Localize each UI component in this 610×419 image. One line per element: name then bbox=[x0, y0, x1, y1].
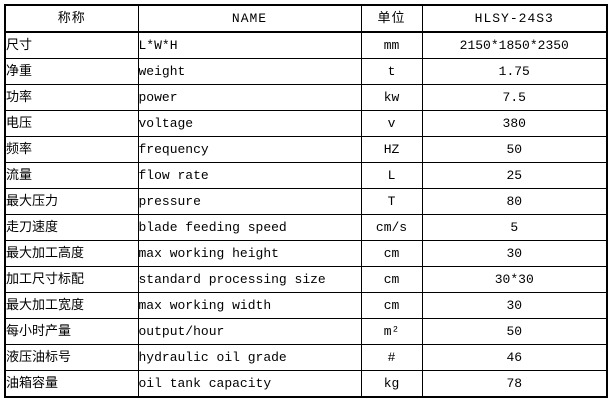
cell-value: 380 bbox=[421, 110, 608, 137]
cell-english-name: output/hour bbox=[137, 318, 362, 345]
cell-chinese-name: 液压油标号 bbox=[4, 344, 139, 371]
table-row: 加工尺寸标配 standard processing size cm 30*30 bbox=[4, 266, 608, 293]
table-row: 最大加工宽度 max working width cm 30 bbox=[4, 292, 608, 319]
cell-chinese-name: 每小时产量 bbox=[4, 318, 139, 345]
table-row: 走刀速度 blade feeding speed cm/s 5 bbox=[4, 214, 608, 241]
table-row: 功率 power kw 7.5 bbox=[4, 84, 608, 111]
cell-chinese-name: 净重 bbox=[4, 58, 139, 85]
cell-value: 80 bbox=[421, 188, 608, 215]
cell-unit: cm bbox=[360, 266, 423, 293]
cell-value: 50 bbox=[421, 318, 608, 345]
cell-value: 30 bbox=[421, 240, 608, 267]
table-row: 油箱容量 oil tank capacity kg 78 bbox=[4, 370, 608, 398]
cell-chinese-name: 走刀速度 bbox=[4, 214, 139, 241]
cell-unit: cm bbox=[360, 292, 423, 319]
cell-value: 25 bbox=[421, 162, 608, 189]
cell-english-name: flow rate bbox=[137, 162, 362, 189]
table-header-row: 称称 NAME 单位 HLSY-24S3 bbox=[4, 4, 608, 33]
cell-unit: t bbox=[360, 58, 423, 85]
cell-unit: # bbox=[360, 344, 423, 371]
cell-chinese-name: 功率 bbox=[4, 84, 139, 111]
cell-chinese-name: 最大压力 bbox=[4, 188, 139, 215]
cell-chinese-name: 最大加工宽度 bbox=[4, 292, 139, 319]
table-row: 流量 flow rate L 25 bbox=[4, 162, 608, 189]
cell-english-name: oil tank capacity bbox=[137, 370, 362, 398]
cell-english-name: standard processing size bbox=[137, 266, 362, 293]
cell-value: 30*30 bbox=[421, 266, 608, 293]
cell-english-name: weight bbox=[137, 58, 362, 85]
cell-chinese-name: 加工尺寸标配 bbox=[4, 266, 139, 293]
cell-value: 1.75 bbox=[421, 58, 608, 85]
specification-table: 称称 NAME 单位 HLSY-24S3 尺寸 L*W*H mm 2150*18… bbox=[4, 4, 608, 398]
table-row: 每小时产量 output/hour m² 50 bbox=[4, 318, 608, 345]
cell-unit: L bbox=[360, 162, 423, 189]
cell-english-name: power bbox=[137, 84, 362, 111]
cell-unit: cm/s bbox=[360, 214, 423, 241]
cell-value: 7.5 bbox=[421, 84, 608, 111]
cell-chinese-name: 尺寸 bbox=[4, 31, 139, 59]
cell-english-name: blade feeding speed bbox=[137, 214, 362, 241]
cell-unit: kw bbox=[360, 84, 423, 111]
cell-english-name: max working width bbox=[137, 292, 362, 319]
cell-unit: mm bbox=[360, 31, 423, 59]
table-body: 尺寸 L*W*H mm 2150*1850*2350 净重 weight t 1… bbox=[4, 31, 608, 398]
table-row: 最大加工高度 max working height cm 30 bbox=[4, 240, 608, 267]
cell-chinese-name: 流量 bbox=[4, 162, 139, 189]
cell-unit: v bbox=[360, 110, 423, 137]
cell-value: 78 bbox=[421, 370, 608, 398]
table-row: 液压油标号 hydraulic oil grade # 46 bbox=[4, 344, 608, 371]
header-name: NAME bbox=[137, 4, 362, 33]
cell-chinese-name: 频率 bbox=[4, 136, 139, 163]
cell-value: 2150*1850*2350 bbox=[421, 31, 608, 59]
table-row: 电压 voltage v 380 bbox=[4, 110, 608, 137]
cell-unit: T bbox=[360, 188, 423, 215]
cell-english-name: pressure bbox=[137, 188, 362, 215]
cell-english-name: voltage bbox=[137, 110, 362, 137]
cell-unit: cm bbox=[360, 240, 423, 267]
table-row: 频率 frequency HZ 50 bbox=[4, 136, 608, 163]
cell-value: 50 bbox=[421, 136, 608, 163]
cell-chinese-name: 油箱容量 bbox=[4, 370, 139, 398]
cell-chinese-name: 电压 bbox=[4, 110, 139, 137]
cell-value: 5 bbox=[421, 214, 608, 241]
cell-english-name: frequency bbox=[137, 136, 362, 163]
cell-value: 30 bbox=[421, 292, 608, 319]
cell-value: 46 bbox=[421, 344, 608, 371]
cell-unit: HZ bbox=[360, 136, 423, 163]
header-chinese-name: 称称 bbox=[4, 4, 139, 33]
table-row: 最大压力 pressure T 80 bbox=[4, 188, 608, 215]
table-row: 尺寸 L*W*H mm 2150*1850*2350 bbox=[4, 31, 608, 59]
cell-unit: m² bbox=[360, 318, 423, 345]
cell-unit: kg bbox=[360, 370, 423, 398]
cell-english-name: L*W*H bbox=[137, 31, 362, 59]
cell-english-name: hydraulic oil grade bbox=[137, 344, 362, 371]
cell-english-name: max working height bbox=[137, 240, 362, 267]
header-unit: 单位 bbox=[360, 4, 423, 33]
cell-chinese-name: 最大加工高度 bbox=[4, 240, 139, 267]
table-row: 净重 weight t 1.75 bbox=[4, 58, 608, 85]
header-model: HLSY-24S3 bbox=[421, 4, 608, 33]
